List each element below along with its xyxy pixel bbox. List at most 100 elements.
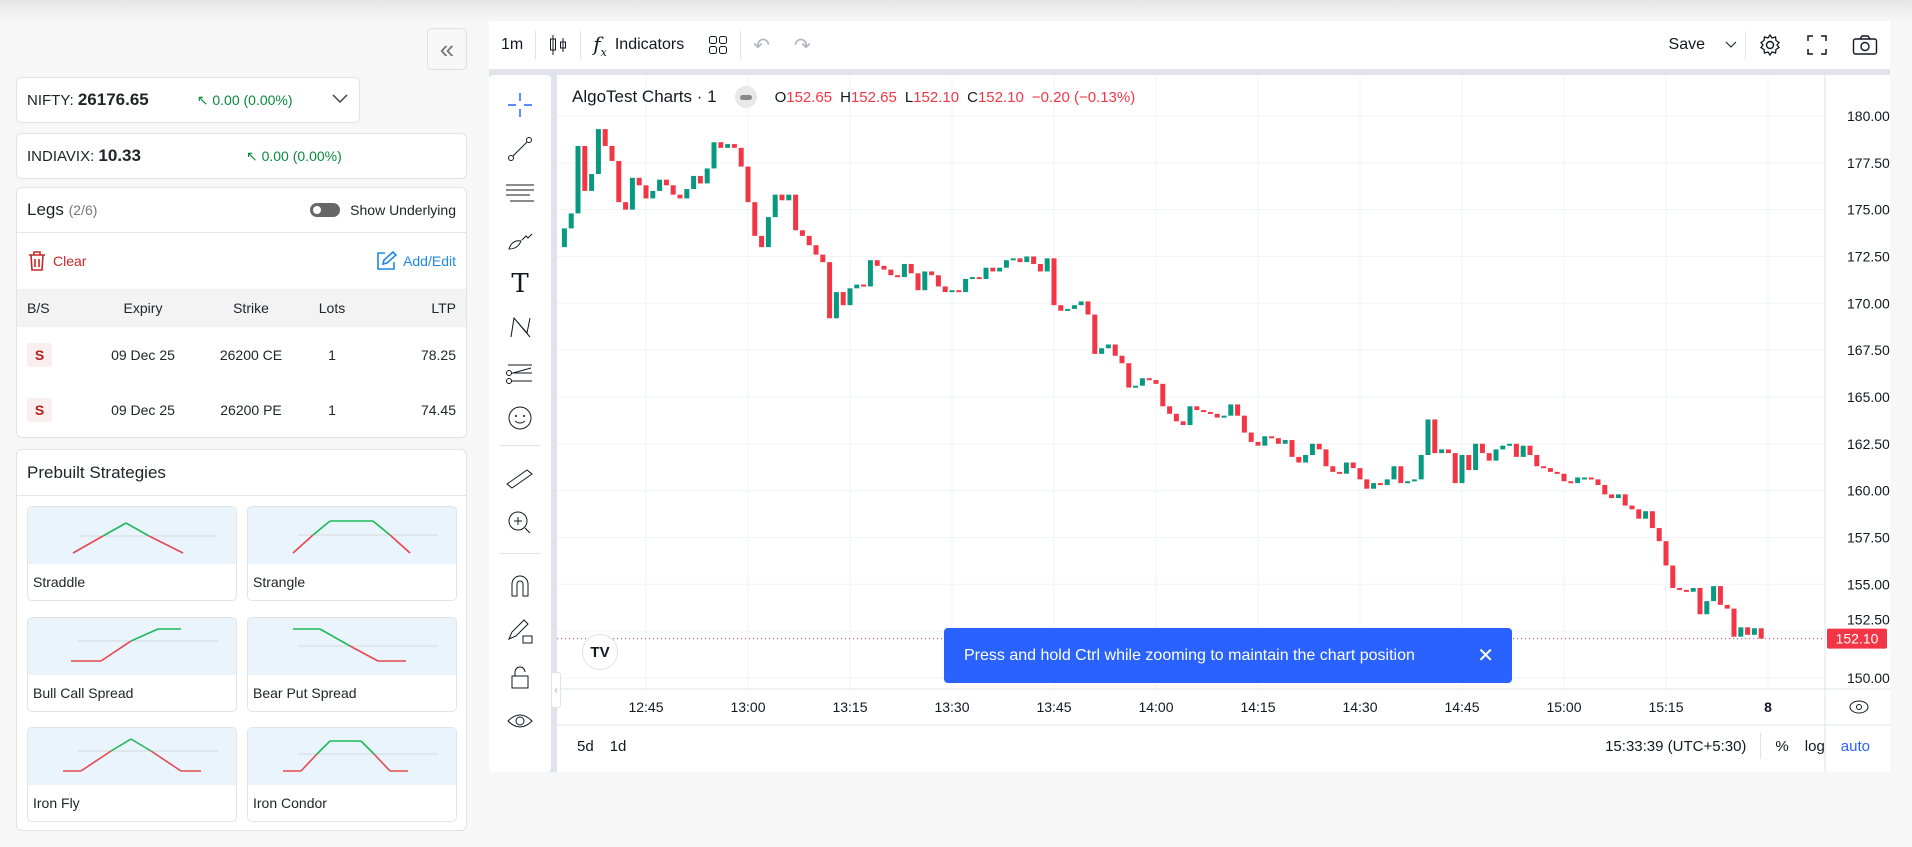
camera-icon[interactable] (1840, 21, 1890, 69)
brush-icon[interactable] (504, 223, 536, 255)
candle-up (595, 129, 601, 175)
candle-down (1717, 586, 1723, 605)
candle-down (881, 265, 887, 270)
settings-gear-icon[interactable] (1746, 21, 1794, 69)
candle-up (657, 179, 663, 191)
candle-down (731, 144, 737, 148)
chart-type-button[interactable] (536, 21, 580, 69)
range-1d-button[interactable]: 1d (609, 737, 627, 755)
close-icon[interactable]: ✕ (1477, 645, 1494, 667)
candlestick-chart[interactable]: 180.00 177.50 175.00 172.50 170.00 167.50 165.… (557, 75, 1890, 772)
candle-down (935, 275, 941, 287)
last-price-label: 152.10 (1836, 631, 1879, 647)
sell-badge[interactable]: S (27, 397, 52, 422)
candle-down (1017, 258, 1023, 263)
tradingview-logo[interactable]: TV (582, 634, 618, 670)
magnet-icon[interactable] (504, 570, 536, 602)
auto-toggle[interactable]: auto (1840, 737, 1870, 755)
zoom-in-icon[interactable] (504, 507, 536, 539)
text-tool-icon[interactable]: T (511, 269, 529, 299)
strategy-card-straddle[interactable]: Straddle (27, 506, 237, 601)
candle-down (1452, 453, 1458, 484)
candle-up (1044, 258, 1050, 272)
candle-down (1683, 589, 1689, 592)
collapse-legend-icon[interactable] (734, 86, 757, 108)
add-edit-button[interactable]: Add/Edit (375, 250, 456, 272)
y-tick-label: 155.00 (1847, 576, 1890, 592)
strategy-card-bear-put-spread[interactable]: Bear Put Spread (247, 617, 457, 712)
range-5d-button[interactable]: 5d (577, 737, 594, 755)
emoji-icon[interactable] (504, 402, 536, 434)
show-underlying-toggle[interactable] (310, 203, 341, 217)
chevron-down-icon[interactable] (331, 92, 349, 109)
unlock-icon[interactable] (504, 661, 536, 693)
col-ltp: LTP (431, 300, 456, 316)
pattern-icon[interactable] (504, 311, 536, 343)
collapse-sidebar-button[interactable]: « (427, 28, 467, 70)
strategy-card-iron-fly[interactable]: Iron Fly (27, 727, 237, 822)
candle-up (1500, 445, 1506, 450)
candle-down (663, 179, 669, 186)
ruler-icon[interactable] (504, 462, 536, 494)
log-toggle[interactable]: log (1804, 737, 1825, 755)
candle-down (908, 263, 914, 274)
forecast-icon[interactable] (504, 357, 536, 389)
candle-down (990, 267, 996, 272)
save-dropdown-chevron-icon[interactable] (1717, 21, 1745, 69)
layouts-button[interactable] (696, 21, 740, 69)
y-tick-label: 152.50 (1847, 612, 1890, 628)
candle-up (1493, 449, 1499, 461)
chart-toolbar: 1m fx Indicators ↶ ↷ Save (489, 21, 1890, 70)
trend-line-icon[interactable] (504, 133, 536, 165)
eye-icon[interactable] (504, 706, 536, 738)
candle-down (1534, 455, 1540, 467)
table-row[interactable]: S 09 Dec 25 26200 PE 1 74.45 (17, 382, 466, 437)
candle-down (799, 230, 805, 236)
fullscreen-icon[interactable] (1794, 21, 1840, 69)
crosshair-icon[interactable] (504, 89, 536, 121)
trash-icon (29, 251, 45, 271)
axis-settings-icon[interactable] (1849, 700, 1869, 714)
undo-icon[interactable]: ↶ (753, 34, 770, 57)
lock-drawings-icon[interactable] (504, 615, 536, 647)
y-tick-label: 165.00 (1847, 389, 1890, 405)
fx-icon: fx (593, 31, 607, 59)
candle-down (1636, 509, 1642, 519)
candle-up (1473, 443, 1479, 470)
candle-down (827, 262, 833, 319)
clear-button[interactable]: Clear (27, 250, 86, 272)
last-price-badge (1827, 628, 1887, 649)
strategy-card-strangle[interactable]: Strangle (247, 506, 457, 601)
high-label: H (840, 88, 851, 106)
y-tick-label: 177.50 (1847, 155, 1890, 171)
payoff-diagram (248, 728, 456, 785)
strategy-card-iron-condor[interactable]: Iron Condor (247, 727, 457, 822)
candle-up (1581, 477, 1587, 480)
sell-badge[interactable]: S (27, 342, 52, 367)
candle-up (1615, 494, 1621, 499)
strike: 26200 CE (219, 346, 283, 363)
strategy-card-bull-call-spread[interactable]: Bull Call Spread (27, 617, 237, 712)
clock[interactable]: 15:33:39 (UTC+5:30) (1605, 737, 1747, 755)
fib-lines-icon[interactable] (504, 177, 536, 209)
indicators-button[interactable]: fx Indicators (581, 21, 696, 69)
interval-button[interactable]: 1m (501, 36, 524, 53)
candle-down (623, 202, 629, 210)
candle-down (1248, 432, 1254, 442)
table-row[interactable]: S 09 Dec 25 26200 CE 1 78.25 (17, 327, 466, 382)
save-button[interactable]: Save (1657, 21, 1717, 69)
chart-legend: AlgoTest Charts · 1 O152.65 H152.65 L152… (572, 86, 1135, 108)
candle-up (1405, 481, 1411, 484)
redo-icon[interactable]: ↷ (794, 34, 811, 57)
candle-down (745, 166, 751, 203)
y-tick-label: 167.50 (1847, 342, 1890, 358)
percent-toggle[interactable]: % (1775, 737, 1789, 755)
toolbar-collapse-handle[interactable]: ‹ (551, 672, 561, 708)
candle-down (793, 194, 799, 231)
candle-down (1724, 604, 1730, 609)
x-tick-label: 13:00 (730, 699, 765, 715)
candle-down (1153, 380, 1159, 384)
nifty-card[interactable]: NIFTY: 26176.65 ↖ 0.00 (0.00%) (16, 77, 360, 123)
y-tick-label: 175.00 (1847, 202, 1890, 218)
low-value: 152.10 (913, 88, 960, 106)
